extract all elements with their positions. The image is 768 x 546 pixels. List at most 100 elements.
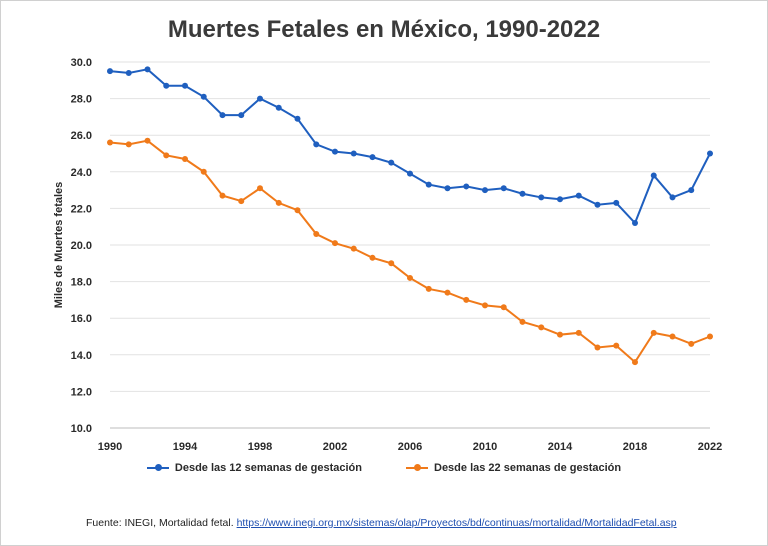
data-point [332, 240, 338, 247]
data-point [144, 137, 151, 144]
data-point [425, 181, 432, 188]
data-point [219, 192, 226, 199]
x-tick-label: 1990 [98, 441, 122, 453]
data-point [388, 159, 395, 166]
data-point [519, 318, 526, 325]
data-point [144, 66, 151, 73]
data-point [257, 185, 263, 192]
data-point [594, 201, 601, 208]
data-point [219, 112, 226, 119]
y-tick-label: 14.0 [71, 350, 92, 362]
y-axis-ticks: 10.0 12.0 14.0 16.0 18.0 20.0 22.0 24.0 26.0 28.0… [71, 57, 92, 435]
data-point [350, 245, 357, 252]
data-point [313, 231, 320, 238]
data-point [163, 82, 170, 89]
x-tick-label: 2014 [548, 441, 573, 453]
y-tick-label: 26.0 [71, 130, 92, 142]
y-tick-label: 18.0 [71, 277, 92, 289]
data-point [388, 260, 395, 267]
x-tick-label: 1998 [248, 441, 272, 453]
data-point [107, 139, 113, 146]
y-axis-label: Miles de Muertes fetales [53, 182, 65, 309]
data-point [538, 194, 545, 201]
data-point [275, 104, 282, 111]
x-tick-label: 2010 [473, 441, 497, 453]
data-point [613, 342, 620, 349]
data-point [669, 333, 676, 340]
data-point [519, 190, 526, 197]
data-point [463, 296, 470, 303]
data-point [632, 220, 638, 227]
y-tick-label: 16.0 [71, 313, 92, 325]
data-point [707, 333, 713, 340]
legend-item-22-semanas: Desde las 22 semanas de gestación [406, 462, 621, 474]
data-point [575, 192, 582, 199]
y-tick-label: 30.0 [71, 57, 92, 69]
data-point [500, 304, 507, 311]
legend-label-12-semanas: Desde las 12 semanas de gestación [174, 462, 362, 474]
legend: Desde las 12 semanas de gestación Desde … [0, 462, 768, 474]
legend-swatch-orange [406, 464, 428, 471]
y-tick-label: 22.0 [71, 203, 92, 215]
data-point [182, 82, 188, 89]
data-point [594, 344, 601, 351]
data-point [613, 199, 620, 206]
series-line-0 [109, 68, 711, 225]
data-point [238, 112, 245, 119]
data-point [369, 254, 376, 261]
data-point [182, 155, 188, 162]
data-point [688, 187, 695, 194]
y-tick-label: 28.0 [71, 94, 92, 106]
y-tick-label: 12.0 [71, 386, 92, 398]
y-tick-label: 20.0 [71, 240, 92, 252]
data-point [557, 331, 563, 338]
x-tick-label: 2006 [398, 441, 422, 453]
data-point [200, 168, 207, 175]
x-tick-label: 2002 [323, 441, 347, 453]
gridlines [110, 61, 710, 429]
x-axis-ticks: 1990 1994 1998 2002 2006 2010 2014 2018 2022 [98, 441, 722, 453]
x-tick-label: 1994 [173, 441, 198, 453]
data-point [444, 289, 451, 296]
data-point [350, 150, 357, 157]
data-point [257, 95, 263, 102]
data-point [538, 324, 545, 331]
data-point [238, 198, 245, 205]
data-point [369, 154, 376, 161]
legend-swatch-blue [146, 464, 169, 471]
data-point [200, 93, 207, 100]
data-point [482, 187, 488, 194]
data-point [407, 170, 413, 177]
data-point [482, 302, 488, 309]
data-point [650, 329, 657, 336]
y-tick-label: 24.0 [71, 167, 92, 179]
y-tick-label: 10.0 [71, 423, 92, 435]
data-point [707, 150, 713, 157]
data-point [125, 69, 132, 76]
source-note: Fuente: INEGI, Mortalidad fetal. https:/… [86, 517, 766, 529]
data-point [557, 196, 563, 203]
x-tick-label: 2022 [698, 441, 722, 453]
data-point [688, 340, 695, 347]
legend-label-22-semanas: Desde las 22 semanas de gestación [434, 462, 622, 474]
legend-item-12-semanas: Desde las 12 semanas de gestación [146, 462, 362, 474]
data-point [294, 115, 301, 122]
data-point [313, 141, 320, 148]
data-point [294, 207, 301, 214]
data-point [650, 172, 657, 179]
data-point [125, 141, 132, 148]
source-prefix: Fuente: INEGI, Mortalidad fetal. [86, 517, 237, 529]
data-point [463, 183, 470, 190]
data-point [500, 185, 507, 192]
data-point [444, 185, 451, 192]
x-tick-label: 2018 [623, 441, 647, 453]
data-point [407, 274, 413, 281]
data-point [425, 285, 432, 292]
chart-title: Muertes Fetales en México, 1990-2022 [167, 16, 601, 43]
data-point [575, 329, 582, 336]
source-link[interactable]: https://www.inegi.org.mx/sistemas/olap/P… [236, 517, 677, 529]
data-point [669, 194, 676, 201]
data-point [332, 148, 338, 155]
